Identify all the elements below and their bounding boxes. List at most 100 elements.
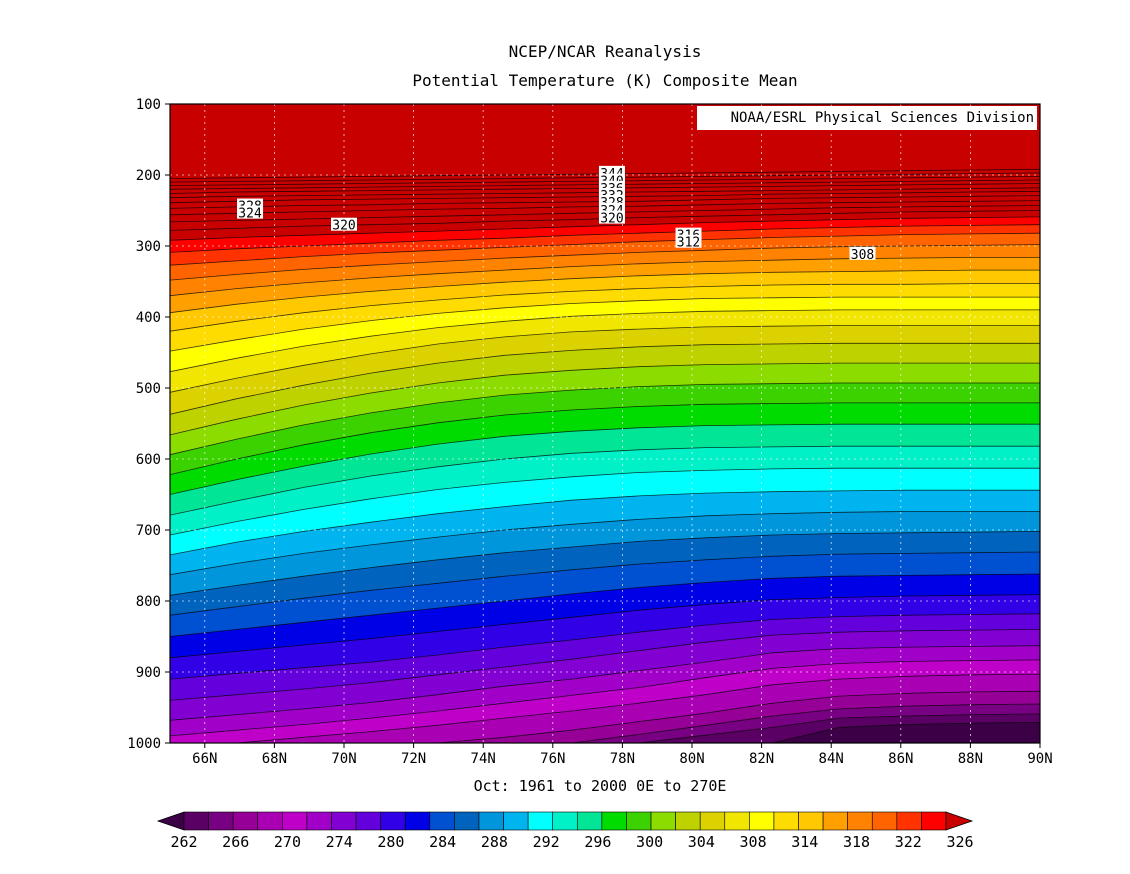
colorbar-swatch — [675, 811, 701, 831]
colorbar-swatch — [380, 811, 406, 831]
contour-302 — [169, 362, 1040, 436]
color-fill-bands — [170, 104, 1040, 743]
colorbar-swatch — [552, 811, 578, 831]
x-tick-label: 90N — [1027, 751, 1052, 767]
plot-frame — [169, 103, 1041, 744]
grid-lines — [170, 104, 1040, 743]
colorbar-swatch — [306, 811, 332, 831]
contour-label: 320 — [332, 219, 355, 234]
contour-308 — [169, 309, 1040, 373]
colorbar-swatch — [822, 811, 848, 831]
y-tick-label: 800 — [136, 594, 161, 610]
y-tick-label: 500 — [136, 381, 161, 397]
colorbar-swatch — [527, 811, 554, 831]
colorbar-tick-label: 322 — [895, 833, 922, 851]
contour-label-bg — [675, 234, 702, 248]
contour-306 — [169, 325, 1040, 393]
contour-294 — [169, 445, 1040, 516]
chart-title: NCEP/NCAR Reanalysis — [508, 42, 702, 61]
colorbar-swatch — [331, 811, 357, 831]
y-tick-label: 300 — [136, 239, 161, 255]
contour-314 — [169, 269, 1040, 314]
colorbar-swatch — [429, 811, 455, 831]
x-tick-label: 70N — [331, 751, 356, 767]
y-tick-label: 200 — [136, 168, 161, 184]
y-tick-label: 600 — [136, 452, 161, 468]
x-tick-label: 86N — [888, 751, 913, 767]
colorbar-swatch — [650, 811, 676, 831]
colorbar-swatch — [896, 811, 922, 831]
colorbar-tick-label: 284 — [429, 833, 456, 851]
y-tick-label: 900 — [136, 665, 161, 681]
contour-316 — [169, 257, 1040, 297]
contour-label: 324 — [238, 207, 262, 222]
contour-label-bg — [598, 210, 625, 224]
colorbar-tick-label: 270 — [274, 833, 301, 851]
contour-300 — [169, 382, 1040, 456]
colorbar-swatch — [871, 811, 898, 831]
colorbar-swatch — [601, 811, 627, 831]
colorbar-swatch — [282, 811, 308, 831]
contour-318 — [169, 244, 1041, 281]
colorbar-tick-label: 288 — [481, 833, 508, 851]
colorbar-swatch — [404, 811, 431, 831]
colorbar-swatch — [921, 811, 947, 831]
contour-276 — [169, 629, 1041, 701]
x-tick-label: 68N — [262, 751, 287, 767]
colorbar-tick-label: 326 — [946, 833, 973, 851]
contour-label: 320 — [600, 212, 623, 227]
colorbar-swatch — [749, 811, 775, 831]
colorbar-swatch — [478, 811, 504, 831]
contour-label-bg — [237, 205, 264, 219]
colorbar-tick-label: 266 — [222, 833, 249, 851]
colorbar-tick-label: 308 — [740, 833, 767, 851]
contour-274 — [169, 645, 1041, 721]
colorbar-swatch — [626, 811, 652, 831]
colorbar-swatch — [183, 811, 209, 831]
contour-296 — [169, 423, 1040, 495]
colorbar-swatch — [503, 811, 529, 831]
colorbar-high-arrow — [945, 811, 974, 831]
contour-298 — [169, 402, 1040, 475]
colorbar-tick-label: 318 — [843, 833, 870, 851]
contour-292 — [169, 467, 1040, 536]
colorbar-swatch — [208, 811, 234, 831]
colorbar-swatch — [798, 811, 824, 831]
colorbar-swatch — [576, 811, 603, 831]
colorbar-swatch — [699, 811, 726, 831]
colorbar-tick-label: 274 — [326, 833, 353, 851]
x-tick-label: 74N — [471, 751, 496, 767]
contour-282 — [169, 573, 1041, 637]
contour-320 — [169, 232, 1041, 266]
y-axis: 100 200 300 400 500 600 700 800 900 1000 — [127, 97, 170, 752]
contour-label-bg — [331, 217, 357, 231]
y-tick-label: 400 — [136, 310, 161, 326]
colorbar-swatch — [724, 811, 750, 831]
contour-label: 312 — [677, 236, 700, 251]
x-axis: 66N 68N 70N 72N 74N 76N 78N 80N 82N 84N 86N 88N 90N — [192, 743, 1053, 767]
colorbar-swatch — [355, 811, 381, 831]
contour-286 — [169, 531, 1041, 596]
credit-box: NOAA/ESRL Physical Sciences Division — [697, 106, 1037, 130]
contour-labels: 344340336332328324320328324320316312308 — [237, 165, 876, 263]
contour-312 — [169, 283, 1040, 332]
colorbar: 262 266 270 274 280 284 288 292 296 300 304 308 314 3… — [156, 811, 974, 851]
contour-304 — [169, 342, 1040, 415]
y-tick-label: 100 — [136, 97, 161, 113]
contour-284 — [169, 551, 1041, 616]
colorbar-tick-label: 292 — [533, 833, 560, 851]
y-tick-label: 1000 — [127, 736, 161, 752]
contour-280 — [169, 594, 1041, 659]
x-tick-label: 88N — [958, 751, 983, 767]
contour-label: 308 — [851, 248, 874, 263]
colorbar-tick-label: 304 — [688, 833, 715, 851]
colorbar-tick-label: 314 — [791, 833, 818, 851]
x-tick-label: 78N — [610, 751, 635, 767]
contour-322 — [169, 224, 1041, 253]
colorbar-swatch — [773, 811, 799, 831]
colorbar-swatch — [454, 811, 480, 831]
x-tick-label: 80N — [679, 751, 704, 767]
colorbar-swatch — [232, 811, 259, 831]
contour-272 — [169, 659, 1041, 737]
